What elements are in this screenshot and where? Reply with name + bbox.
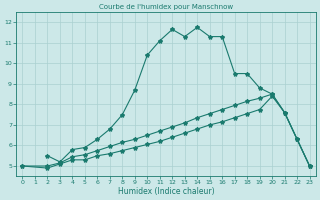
X-axis label: Humidex (Indice chaleur): Humidex (Indice chaleur) <box>118 187 214 196</box>
Title: Courbe de l'humidex pour Manschnow: Courbe de l'humidex pour Manschnow <box>99 4 233 10</box>
